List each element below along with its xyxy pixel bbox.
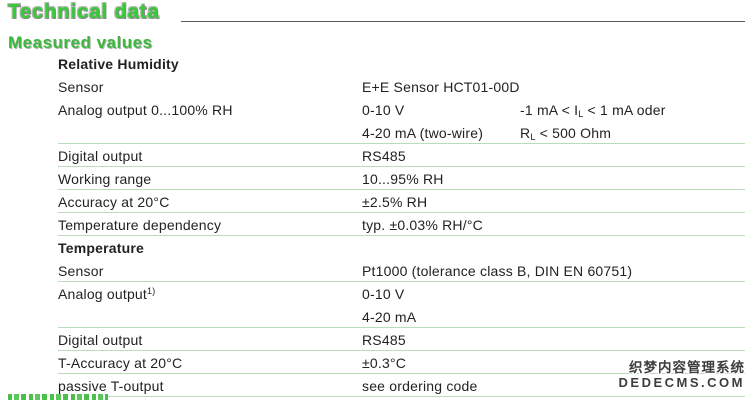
spec-value: typ. ±0.03% RH/°C	[362, 217, 483, 233]
spec-label: Digital output	[58, 148, 143, 164]
title-underline-rule	[181, 21, 745, 22]
watermark-line1: 织梦内容管理系统	[629, 360, 745, 375]
spec-value: 4-20 mA	[362, 309, 417, 325]
spec-row: 4-20 mA	[58, 305, 745, 328]
spec-value: 10...95% RH	[362, 171, 444, 187]
spec-value: ±0.3°C	[362, 355, 407, 371]
spec-note: -1 mA < IL < 1 mA oder	[520, 102, 666, 119]
spec-value: see ordering code	[362, 378, 478, 394]
spec-value: RS485	[362, 332, 406, 348]
spec-label: T-Accuracy at 20°C	[58, 355, 183, 371]
spec-row: Temperature dependency typ. ±0.03% RH/°C	[58, 213, 745, 236]
section-heading: Measured values	[8, 33, 153, 52]
watermark: 织梦内容管理系统 DEDECMS.COM	[619, 360, 745, 390]
spec-row: T-Accuracy at 20°C ±0.3°C	[58, 351, 745, 374]
spec-label: Working range	[58, 171, 152, 187]
spec-row: Working range 10...95% RH	[58, 167, 745, 190]
spec-value: RS485	[362, 148, 406, 164]
spec-value: ±2.5% RH	[362, 194, 428, 210]
spec-label: Accuracy at 20°C	[58, 194, 170, 210]
footnote-marker: 1)	[147, 286, 156, 296]
spec-row: Sensor Pt1000 (tolerance class B, DIN EN …	[58, 259, 745, 282]
spec-row: Analog output 0...100% RH 0-10 V -1 mA < I…	[58, 98, 745, 121]
spec-row: Digital output RS485	[58, 144, 745, 167]
spec-value: Pt1000 (tolerance class B, DIN EN 60751)	[362, 263, 633, 279]
spec-row: Digital output RS485	[58, 328, 745, 351]
spec-table: Relative Humidity Sensor E+E Sensor HCT01-…	[58, 52, 745, 397]
spec-label: Analog output1)	[58, 286, 156, 302]
spec-row: passive T-output see ordering code	[58, 374, 745, 397]
spec-label: Sensor	[58, 263, 104, 279]
spec-label: Temperature dependency	[58, 217, 222, 233]
spec-note: RL < 500 Ohm	[520, 125, 612, 142]
spec-label: Digital output	[58, 332, 143, 348]
group-heading: Relative Humidity	[58, 56, 179, 72]
spec-row: 4-20 mA (two-wire) RL < 500 Ohm	[58, 121, 745, 144]
partial-heading-cutoff	[8, 394, 108, 400]
spec-value: 0-10 V	[362, 286, 405, 302]
spec-label: Sensor	[58, 79, 104, 95]
spec-label: Analog output 0...100% RH	[58, 102, 233, 118]
watermark-line2: DEDECMS.COM	[618, 375, 745, 390]
spec-value: 0-10 V	[362, 102, 405, 118]
spec-row: Sensor E+E Sensor HCT01-00D	[58, 75, 745, 98]
spec-label: passive T-output	[58, 378, 164, 394]
page-title: Technical data	[8, 1, 160, 23]
spec-value: E+E Sensor HCT01-00D	[362, 79, 520, 95]
group-heading: Temperature	[58, 240, 144, 256]
subscript: L	[530, 132, 536, 142]
spec-row: Analog output1) 0-10 V	[58, 282, 745, 305]
subscript: L	[578, 109, 584, 119]
spec-row: Accuracy at 20°C ±2.5% RH	[58, 190, 745, 213]
spec-value: 4-20 mA (two-wire)	[362, 125, 484, 141]
